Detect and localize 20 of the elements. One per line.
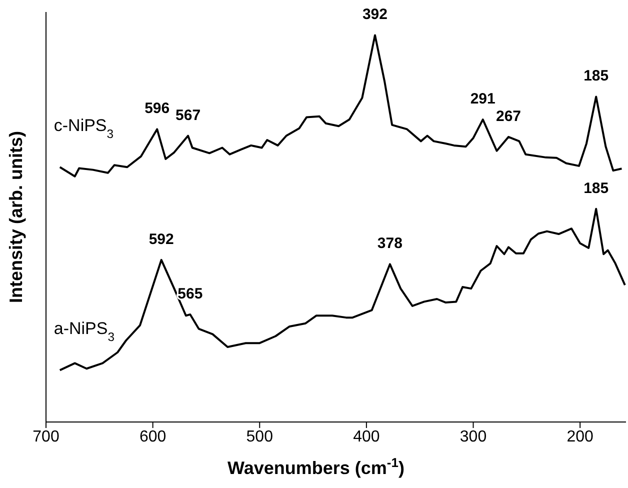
x-tick-label: 400 (353, 428, 380, 446)
x-tick-label: 300 (460, 428, 487, 446)
annotation: 185 (584, 180, 609, 197)
annotation: 291 (470, 90, 496, 108)
x-tick-label: 700 (32, 428, 60, 446)
x-axis-title: Wavenumbers (cm$^{-1}$) (228, 454, 404, 478)
annotation: 592 (148, 230, 174, 248)
annotation: 565 (178, 285, 203, 302)
annotation: 378 (377, 235, 402, 252)
annotation: 267 (496, 108, 522, 125)
y-axis-title: Intensity (arb. units) (6, 130, 26, 304)
annotation: 567 (176, 106, 201, 124)
x-tick-label: 500 (246, 428, 274, 446)
annotation: 185 (584, 68, 609, 85)
annotation: 596 (144, 100, 170, 118)
annotation: 392 (362, 6, 388, 24)
series-label: c-NiPS$_{3}$ (54, 116, 114, 142)
series-label: a-NiPS$_{3}$ (54, 319, 115, 344)
x-tick-label: 600 (139, 428, 166, 446)
x-tick-label: 200 (566, 428, 594, 446)
